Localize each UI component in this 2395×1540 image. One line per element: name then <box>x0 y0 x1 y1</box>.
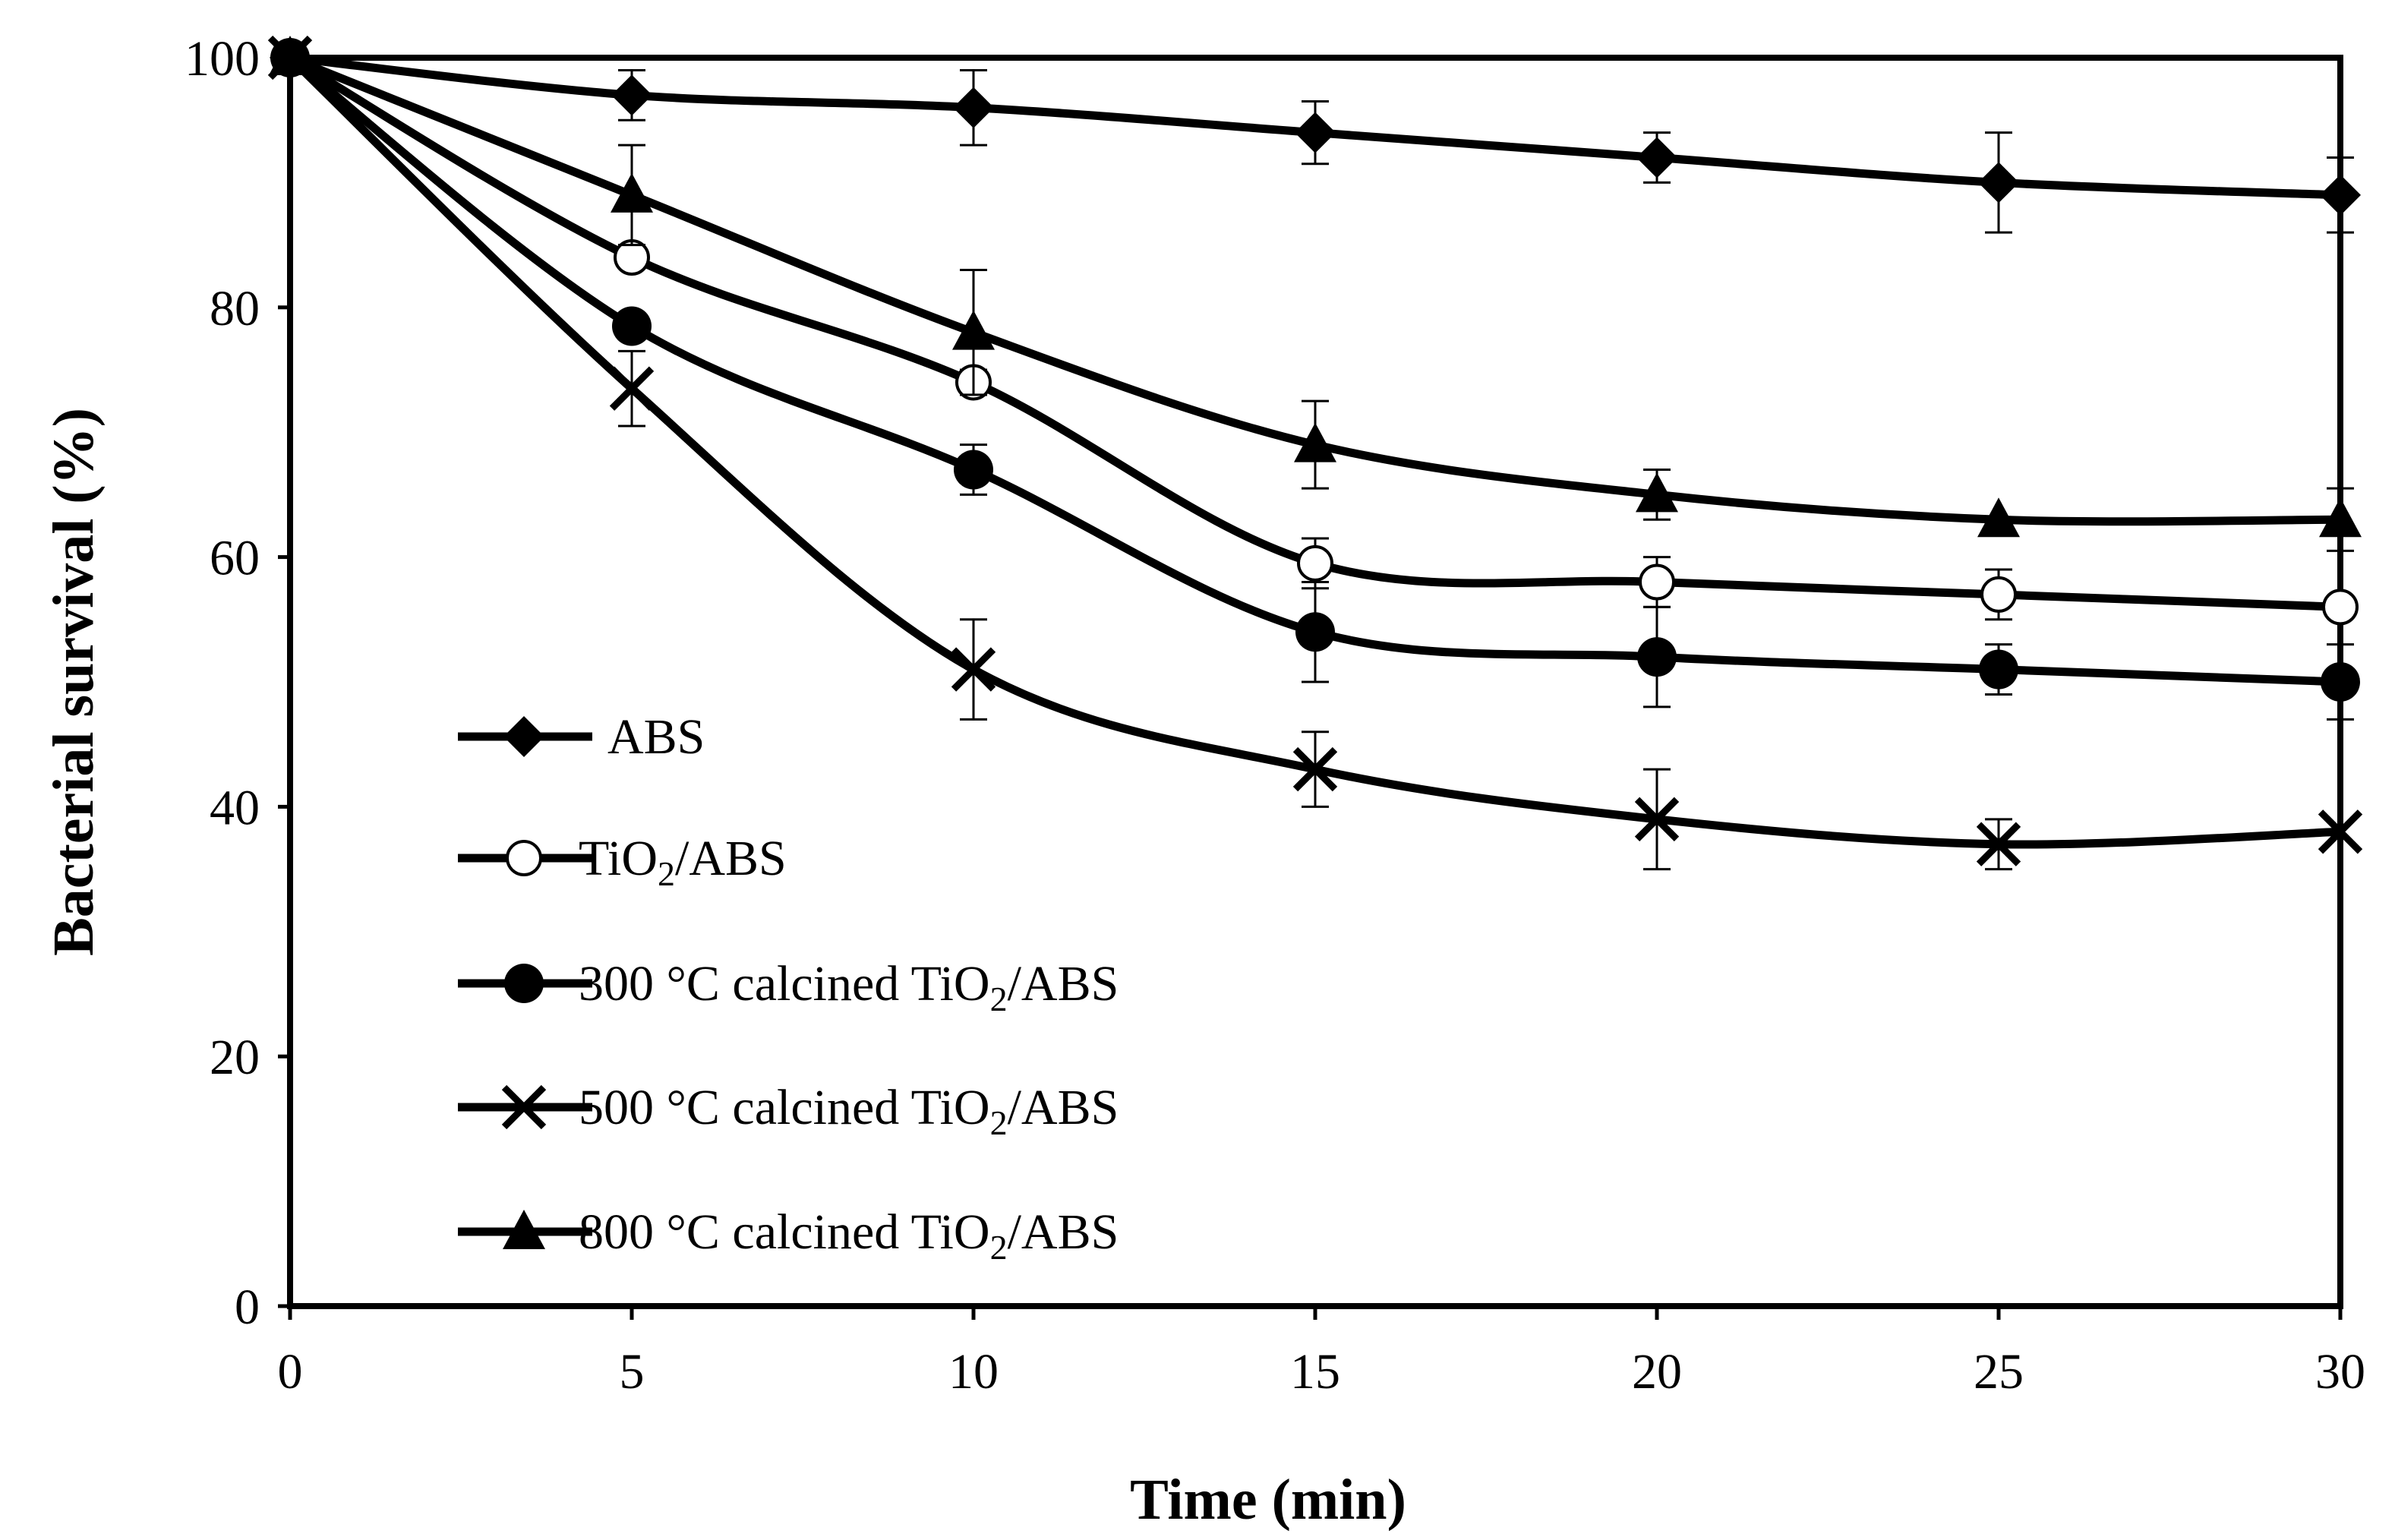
legend-marker <box>504 964 544 1003</box>
data-point <box>2318 809 2363 854</box>
data-point <box>609 366 655 411</box>
legend-item: 800 °C calcined TiO2/ABS <box>458 1204 1119 1267</box>
legend-item: ABS <box>458 709 705 765</box>
legend-label: 500 °C calcined TiO2/ABS <box>579 1080 1119 1142</box>
x-tick-label: 20 <box>1632 1344 1682 1400</box>
data-point <box>611 74 652 116</box>
legend-item: 500 °C calcined TiO2/ABS <box>458 1080 1119 1142</box>
legend-marker <box>503 716 544 757</box>
legend-marker <box>503 1210 545 1249</box>
series-layer <box>267 35 2363 871</box>
data-point <box>1980 576 2017 613</box>
legend-label: 800 °C calcined TiO2/ABS <box>579 1204 1119 1267</box>
data-point <box>1976 822 2021 866</box>
data-point <box>1979 649 2018 690</box>
y-tick-label: 100 <box>185 31 260 87</box>
data-point <box>1637 637 1677 677</box>
data-point <box>612 306 652 346</box>
legend-label: ABS <box>607 709 705 765</box>
legend: ABS TiO2/ABS 300 °C calcined TiO2/ABS 500 °… <box>458 709 1119 1267</box>
data-point <box>2322 589 2359 626</box>
x-tick-label: 5 <box>620 1344 645 1400</box>
legend-item: TiO2/ABS <box>458 831 787 893</box>
data-point <box>1292 746 1338 792</box>
data-point <box>1639 563 1675 601</box>
data-point <box>2320 174 2361 216</box>
data-point <box>1294 422 1336 462</box>
data-point <box>1636 137 1677 178</box>
data-point <box>1636 472 1678 513</box>
data-point <box>1295 612 1335 652</box>
x-tick-label: 15 <box>1290 1344 1340 1400</box>
data-point <box>2319 497 2362 538</box>
x-tick-label: 25 <box>1974 1344 2024 1400</box>
x-axis-title: Time (min) <box>1130 1468 1406 1532</box>
data-point <box>269 36 311 75</box>
x-axis-ticks: 0 5 10 15 20 25 30 <box>278 1306 2365 1400</box>
series-1 <box>270 37 2361 234</box>
y-axis-ticks: 0 20 40 60 80 100 <box>185 31 290 1335</box>
data-point <box>1297 544 1333 582</box>
data-point <box>1977 497 2020 538</box>
y-tick-label: 20 <box>210 1030 260 1085</box>
legend-item: 300 °C calcined TiO2/ABS <box>458 956 1119 1018</box>
legend-label: TiO2/ABS <box>579 831 787 893</box>
x-tick-label: 0 <box>278 1344 303 1400</box>
x-tick-label: 10 <box>948 1344 999 1400</box>
data-point <box>2321 662 2360 702</box>
data-point <box>952 310 995 350</box>
data-point <box>1295 112 1336 153</box>
x-tick-label: 30 <box>2315 1344 2365 1400</box>
data-point <box>1634 797 1680 842</box>
y-tick-label: 60 <box>210 531 260 586</box>
y-axis-title: Bacterial survival (%) <box>42 408 106 956</box>
series-5 <box>269 36 2362 552</box>
data-point <box>1978 162 2019 204</box>
data-point <box>954 450 993 490</box>
series-4 <box>267 35 2363 871</box>
y-tick-label: 40 <box>210 780 260 835</box>
y-tick-label: 0 <box>235 1280 260 1335</box>
legend-marker <box>501 1084 547 1130</box>
legend-label: 300 °C calcined TiO2/ABS <box>579 956 1119 1018</box>
data-point <box>951 647 996 692</box>
data-point <box>953 87 994 128</box>
y-tick-label: 80 <box>210 281 260 336</box>
data-point <box>611 172 653 213</box>
series-3 <box>270 38 2360 721</box>
legend-marker <box>506 840 542 876</box>
